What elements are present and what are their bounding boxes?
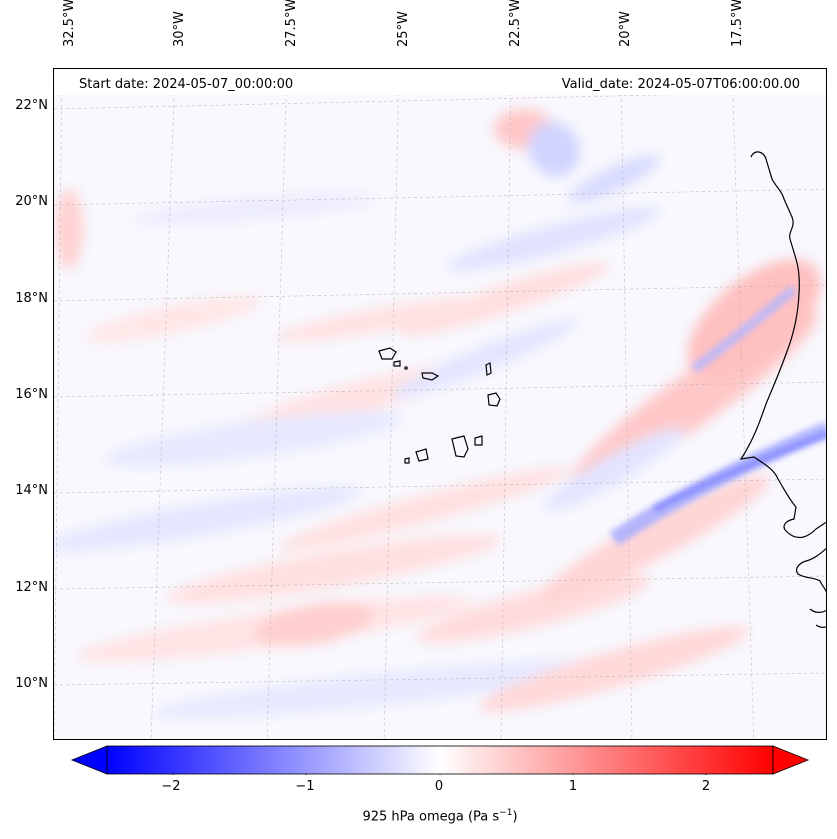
lon-label-32.5w: 32.5°W (62, 0, 77, 47)
negative-band (609, 285, 826, 546)
colorbar-title: 925 hPa omega (Pa s−1) (362, 808, 518, 825)
lon-label-27.5w: 27.5°W (284, 0, 299, 47)
colorbar-tick-neg1: −1 (295, 779, 315, 794)
lon-label-25w: 25°W (396, 11, 411, 47)
map-panel[interactable] (53, 68, 827, 740)
lat-label-22n: 22°N (15, 98, 48, 113)
lat-label-20n: 20°N (15, 194, 48, 209)
colorbar-extend-min (70, 745, 108, 775)
cape-verde-islands (378, 347, 501, 464)
lat-label-14n: 14°N (15, 483, 48, 498)
colorbar-tick-1: 1 (568, 779, 578, 794)
lat-label-10n: 10°N (15, 676, 48, 691)
lon-label-20w: 20°W (618, 11, 633, 47)
colorbar-tick-neg2: −2 (161, 779, 181, 794)
colorbar-tick-0: 0 (434, 779, 444, 794)
map-info-bar (54, 69, 826, 95)
lat-label-18n: 18°N (15, 291, 48, 306)
africa-coastline (739, 151, 826, 539)
gridlines (54, 69, 826, 739)
omega-field-map (54, 69, 826, 739)
valid-date-label: Valid_date: 2024-05-07T06:00:00.00 (561, 77, 800, 92)
start-date-label: Start date: 2024-05-07_00:00:00 (79, 77, 294, 92)
colorbar-tick-2: 2 (701, 779, 711, 794)
lon-label-17.5w: 17.5°W (730, 0, 745, 47)
colorbar-extend-max (772, 745, 810, 775)
colorbar-gradient (106, 745, 774, 775)
colorbar-ticks (172, 774, 707, 775)
africa-coastline-south (795, 547, 826, 628)
lat-label-12n: 12°N (15, 580, 48, 595)
lon-label-22.5w: 22.5°W (508, 0, 523, 47)
lat-label-16n: 16°N (15, 387, 48, 402)
lon-label-30w: 30°W (172, 11, 187, 47)
colorbar (70, 745, 810, 775)
